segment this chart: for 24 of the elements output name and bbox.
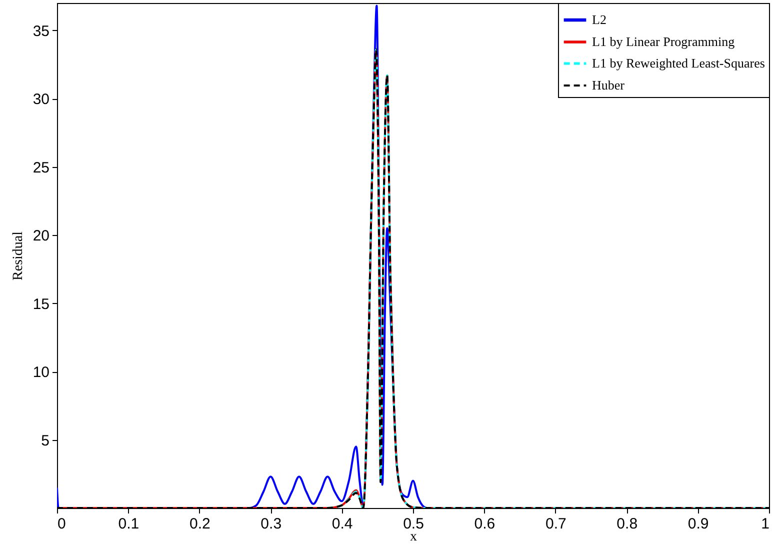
x-tick-label: 0.1	[118, 516, 140, 532]
x-tick-label: 0.3	[260, 516, 282, 532]
legend-label: L2	[592, 12, 606, 27]
x-tick-label: 0.8	[616, 516, 638, 532]
legend-label: Huber	[592, 78, 626, 92]
y-tick-label: 15	[32, 296, 50, 313]
legend-label: L1 by Linear Programming	[592, 34, 736, 49]
y-axis-title: Residual	[10, 231, 26, 280]
x-tick-label: 1	[761, 516, 770, 532]
x-tick-label: 0.7	[545, 516, 566, 532]
x-tick-label: 0.5	[403, 516, 424, 532]
x-tick-label: 0	[58, 516, 66, 532]
y-tick-label: 25	[32, 159, 50, 176]
x-tick-label: 0.4	[332, 516, 353, 532]
y-tick-label: 30	[32, 91, 50, 108]
x-tick-label: 0.2	[189, 516, 210, 532]
y-tick-label: 10	[32, 364, 50, 382]
x-tick-label: 0.6	[474, 516, 496, 532]
legend-label: L1 by Reweighted Least-Squares	[592, 56, 765, 70]
x-tick-label: 0.9	[688, 516, 709, 532]
y-tick-label: 35	[32, 22, 50, 40]
y-tick-label: 5	[41, 432, 50, 450]
y-tick-label: 20	[32, 228, 50, 245]
x-axis-title: x	[410, 530, 417, 544]
